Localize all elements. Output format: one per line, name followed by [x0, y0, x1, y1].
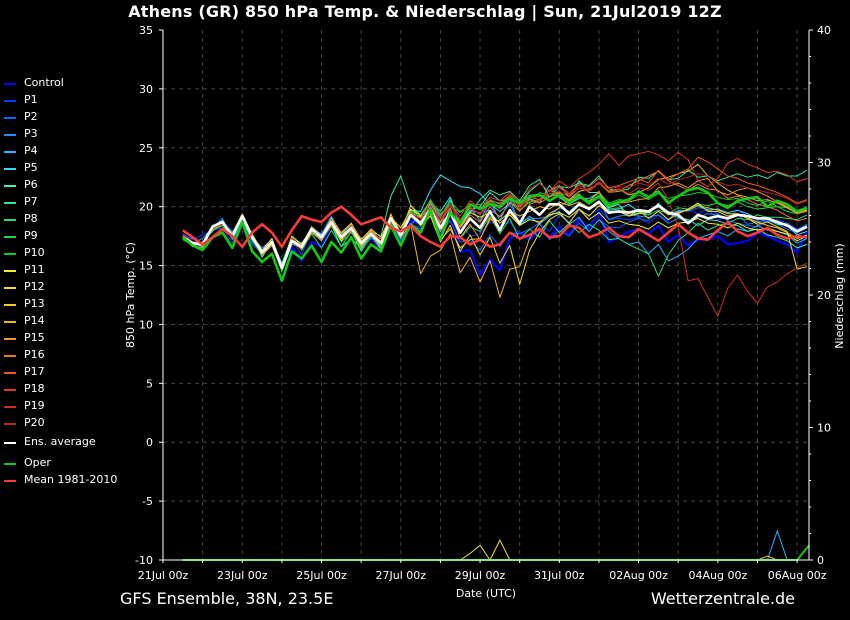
legend-swatch — [4, 219, 16, 221]
legend-swatch — [4, 83, 16, 85]
x-tick-label: 31Jul 00z — [534, 569, 585, 582]
x-axis-label: Date (UTC) — [456, 587, 516, 600]
legend-label: Mean 1981-2010 — [24, 473, 118, 486]
legend-label: P2 — [24, 110, 38, 123]
axes: 35 30 25 20 15 10 5 0 -5 -10 40 30 20 10 0 21Jul 00z 23J… — [135, 24, 831, 582]
y-tick-label: 15 — [139, 260, 153, 273]
legend-label: P11 — [24, 263, 45, 276]
series-line-ens-average — [182, 200, 808, 270]
legend-label: P6 — [24, 178, 38, 191]
legend-swatch — [4, 202, 16, 204]
x-tick-label: 25Jul 00z — [296, 569, 347, 582]
legend-label: P1 — [24, 93, 38, 106]
legend-label: P3 — [24, 127, 38, 140]
series-line-oper — [181, 186, 808, 283]
legend-swatch — [4, 321, 16, 323]
footer-model-info: GFS Ensemble, 38N, 23.5E — [120, 589, 334, 608]
x-tick-label: 27Jul 00z — [376, 569, 427, 582]
legend-swatch — [4, 406, 16, 408]
legend-swatch — [4, 253, 16, 255]
y-tick-label: -10 — [135, 554, 153, 567]
legend-label: P19 — [24, 399, 45, 412]
legend-swatch — [4, 185, 16, 187]
y2-tick-label: 10 — [817, 422, 831, 435]
y-tick-label: 0 — [146, 436, 153, 449]
legend-label: P20 — [24, 416, 45, 429]
legend-swatch — [4, 355, 16, 357]
legend-label: P5 — [24, 161, 38, 174]
y-axis-label-left: 850 hPa Temp. (°C) — [124, 242, 137, 348]
series-line-mean-1981-2010 — [182, 205, 808, 248]
y-tick-label: 35 — [139, 24, 153, 37]
grid-lines — [163, 30, 809, 560]
legend-label: P17 — [24, 365, 45, 378]
footer-site-name: Wetterzentrale.de — [650, 589, 795, 608]
legend-swatch — [4, 151, 16, 153]
x-tick-label: 21Jul 00z — [138, 569, 189, 582]
y-tick-label: 25 — [139, 142, 153, 155]
legend-label: P8 — [24, 212, 38, 225]
x-tick-label: 06Aug 00z — [768, 569, 827, 582]
y-tick-label: 5 — [146, 377, 153, 390]
y2-tick-label: 20 — [817, 289, 831, 302]
precip-line-p4 — [182, 529, 809, 561]
legend-label: P10 — [24, 246, 45, 259]
legend-swatch — [4, 480, 16, 482]
y-tick-label: 10 — [139, 318, 153, 331]
chart-title: Athens (GR) 850 hPa Temp. & Niederschlag… — [128, 2, 722, 21]
legend-label: P9 — [24, 229, 38, 242]
legend-label: P14 — [24, 314, 45, 327]
legend-label: P13 — [24, 297, 45, 310]
x-tick-label: 04Aug 00z — [688, 569, 747, 582]
y2-tick-label: 40 — [817, 24, 831, 37]
legend-label: P4 — [24, 144, 38, 157]
y-axis-label-right: Niederschlag (mm) — [833, 243, 846, 348]
legend-label: P12 — [24, 280, 45, 293]
legend-swatch — [4, 372, 16, 374]
x-tick-label: 02Aug 00z — [609, 569, 668, 582]
x-tick-label: 29Jul 00z — [455, 569, 506, 582]
y-tick-label: 30 — [139, 83, 153, 96]
legend-swatch — [4, 304, 16, 306]
legend-swatch — [4, 117, 16, 119]
legend-label: P15 — [24, 331, 45, 344]
series-lines — [181, 150, 810, 561]
legend-label: Ens. average — [24, 435, 96, 448]
legend-swatch — [4, 423, 16, 425]
legend-label: P7 — [24, 195, 38, 208]
legend-swatch — [4, 389, 16, 391]
legend-swatch — [4, 168, 16, 170]
legend-swatch — [4, 134, 16, 136]
legend-swatch — [4, 100, 16, 102]
y-tick-label: 20 — [139, 201, 153, 214]
legend-label: P16 — [24, 348, 45, 361]
legend-swatch — [4, 270, 16, 272]
legend-swatch — [4, 463, 16, 465]
precip-line-p12 — [182, 538, 809, 561]
y2-tick-label: 0 — [817, 554, 824, 567]
legend-swatch — [4, 338, 16, 340]
legend-label: P18 — [24, 382, 45, 395]
legend-label: Oper — [24, 456, 51, 469]
legend-label: Control — [24, 76, 64, 89]
series-line-p14 — [182, 163, 808, 298]
x-tick-label: 23Jul 00z — [217, 569, 268, 582]
legend-swatch — [4, 287, 16, 289]
y-tick-label: -5 — [142, 495, 153, 508]
legend-swatch — [4, 442, 16, 444]
y2-tick-label: 30 — [817, 157, 831, 170]
legend-swatch — [4, 236, 16, 238]
